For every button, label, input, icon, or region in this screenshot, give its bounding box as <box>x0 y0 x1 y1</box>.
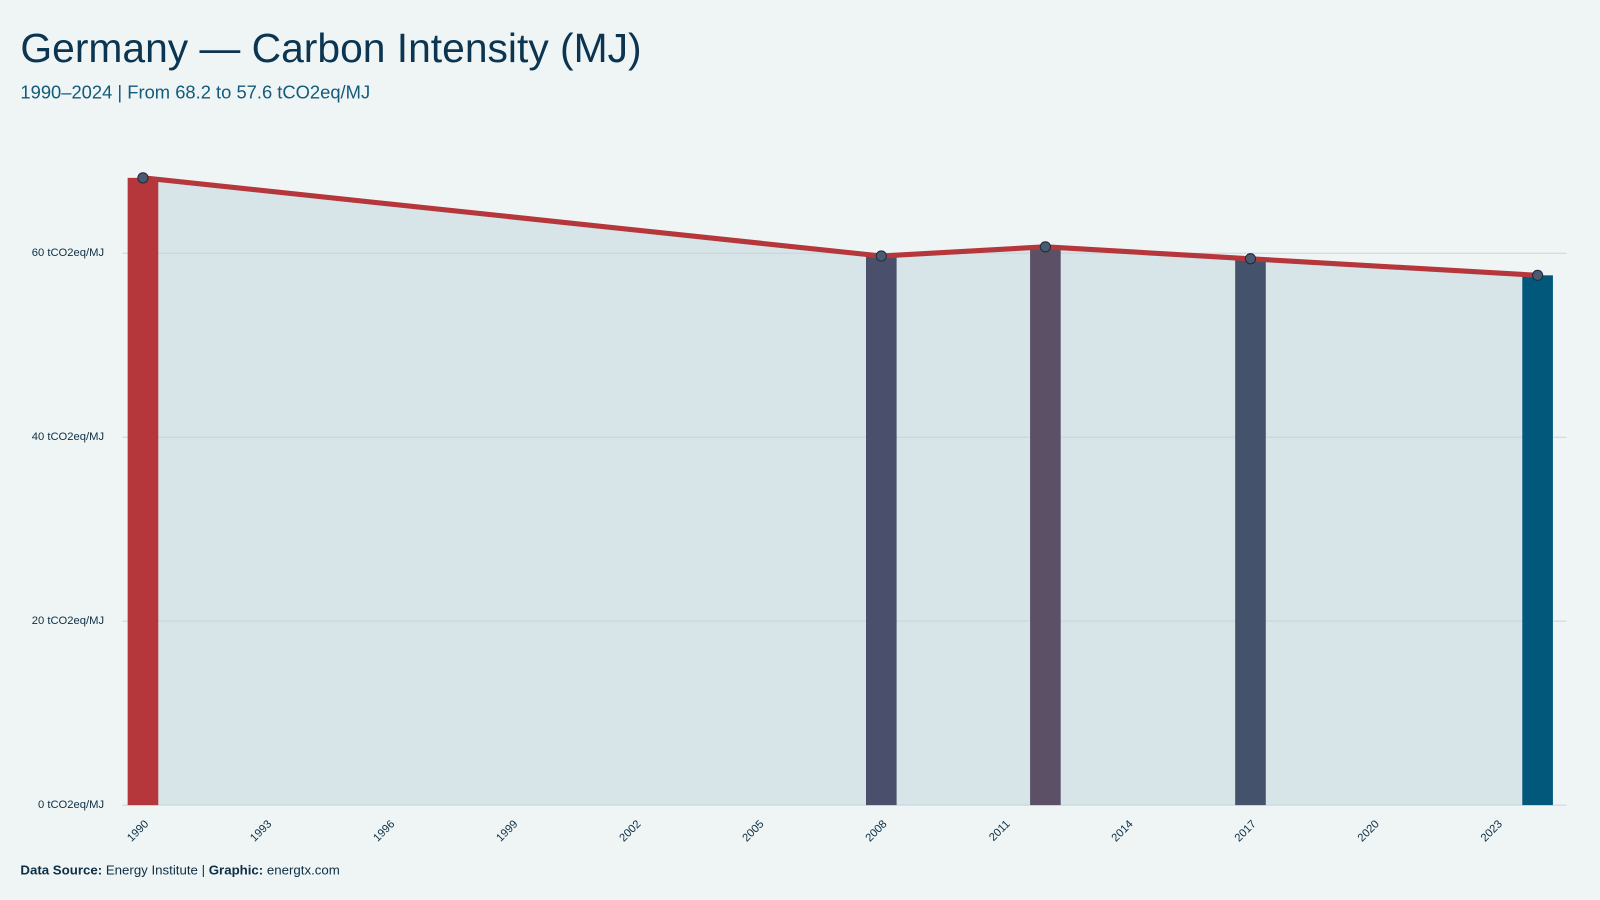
source-label: Data Source: <box>20 862 102 877</box>
y-tick-label: 40 tCO2eq/MJ <box>32 431 104 443</box>
y-tick-label: 0 tCO2eq/MJ <box>38 799 104 811</box>
bar <box>1235 258 1266 806</box>
graphic: energtx.com <box>267 862 340 877</box>
chart-title: Germany — Carbon Intensity (MJ) <box>20 25 641 71</box>
footer: Data Source: Energy Institute | Graphic:… <box>20 862 339 877</box>
graphic-label: Graphic: <box>209 862 263 877</box>
bar <box>1030 246 1061 806</box>
point <box>1244 253 1257 265</box>
bar <box>865 256 897 806</box>
y-tick-label: 60 tCO2eq/MJ <box>32 247 104 259</box>
chart-subtitle: 1990–2024 | From 68.2 to 57.6 tCO2eq/MJ <box>20 82 370 103</box>
point <box>1532 269 1544 281</box>
point <box>875 250 887 262</box>
y-tick-label: 20 tCO2eq/MJ <box>32 615 104 627</box>
area <box>142 177 1538 806</box>
point <box>1039 241 1051 253</box>
source: Energy Institute <box>106 862 198 877</box>
bar <box>127 177 159 806</box>
bar <box>1522 275 1553 806</box>
separator: | <box>202 862 205 877</box>
point <box>137 172 149 184</box>
